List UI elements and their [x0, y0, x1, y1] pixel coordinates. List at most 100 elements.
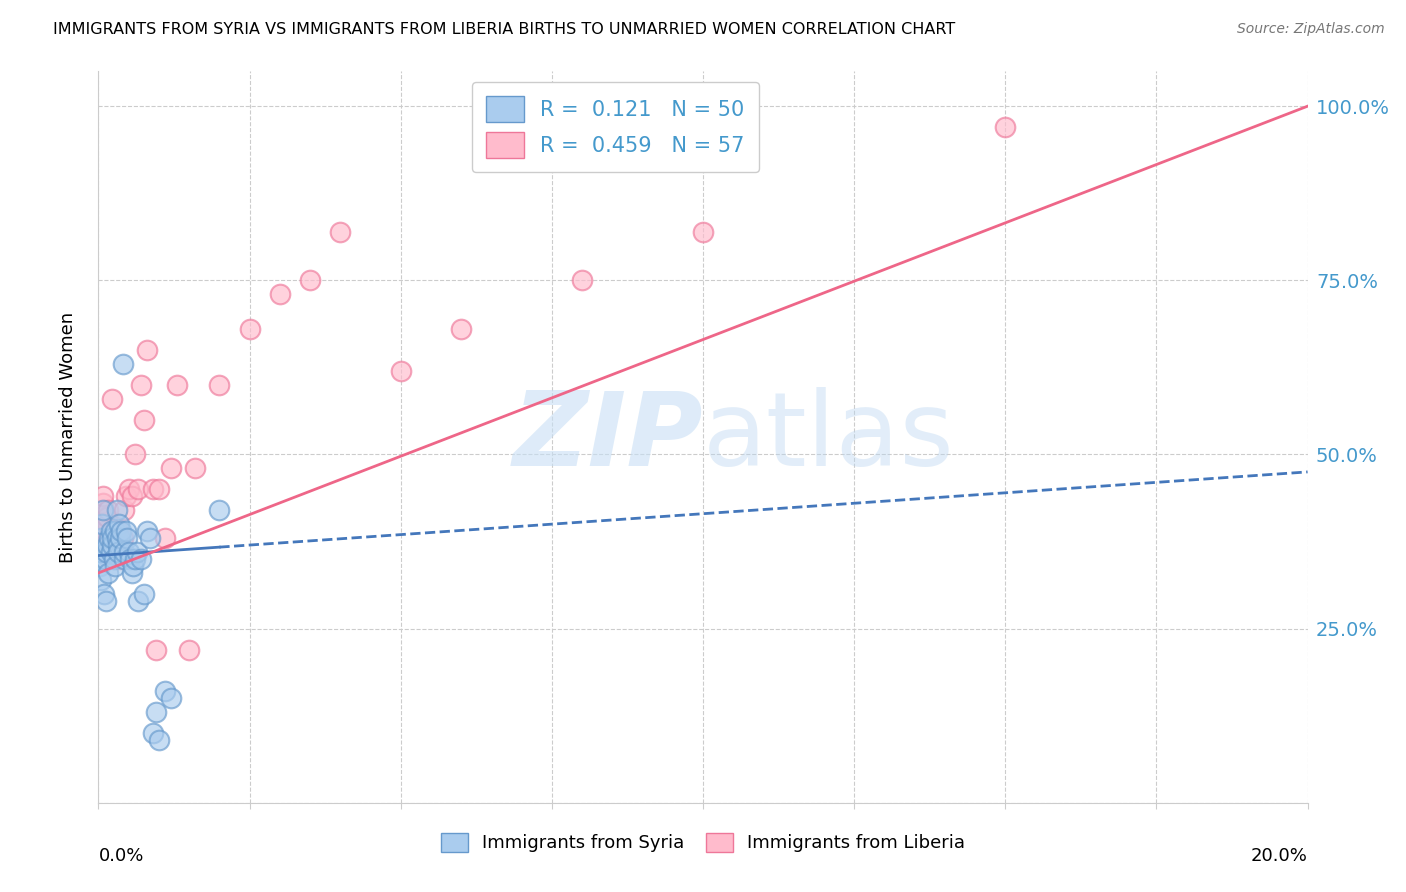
Point	[93, 545, 115, 559]
Point	[112, 503, 135, 517]
Point	[114, 489, 136, 503]
Point	[105, 503, 128, 517]
Point	[104, 531, 127, 545]
Point	[97, 566, 120, 580]
Point	[89, 558, 111, 573]
Point	[450, 322, 472, 336]
Point	[114, 524, 136, 538]
Point	[692, 225, 714, 239]
Point	[132, 412, 155, 426]
Point	[90, 517, 112, 532]
Point	[103, 552, 125, 566]
Point	[121, 489, 143, 503]
Point	[111, 531, 134, 545]
Point	[112, 545, 135, 559]
Point	[87, 538, 110, 552]
Point	[269, 287, 291, 301]
Point	[108, 531, 131, 545]
Point	[91, 503, 114, 517]
Point	[160, 691, 183, 706]
Point	[94, 545, 117, 559]
Point	[105, 531, 128, 545]
Point	[94, 531, 117, 545]
Point	[110, 524, 132, 538]
Point	[96, 517, 118, 532]
Point	[96, 510, 118, 524]
Point	[994, 120, 1017, 134]
Point	[139, 531, 162, 545]
Point	[100, 531, 122, 545]
Point	[112, 552, 135, 566]
Text: 20.0%: 20.0%	[1251, 847, 1308, 864]
Point	[104, 558, 127, 573]
Point	[329, 225, 352, 239]
Point	[148, 733, 170, 747]
Point	[148, 483, 170, 497]
Point	[101, 531, 124, 545]
Point	[107, 524, 129, 538]
Point	[142, 726, 165, 740]
Point	[100, 545, 122, 559]
Point	[153, 531, 176, 545]
Text: Source: ZipAtlas.com: Source: ZipAtlas.com	[1237, 22, 1385, 37]
Point	[90, 531, 112, 545]
Point	[89, 524, 111, 538]
Point	[389, 364, 412, 378]
Point	[91, 496, 114, 510]
Point	[97, 503, 120, 517]
Point	[135, 524, 157, 538]
Point	[94, 552, 117, 566]
Point	[118, 545, 141, 559]
Point	[129, 377, 152, 392]
Point	[118, 483, 141, 497]
Point	[239, 322, 262, 336]
Point	[110, 545, 132, 559]
Point	[96, 524, 118, 538]
Point	[105, 545, 128, 559]
Point	[142, 483, 165, 497]
Point	[90, 510, 112, 524]
Point	[90, 573, 112, 587]
Point	[122, 558, 145, 573]
Point	[96, 594, 118, 608]
Point	[145, 705, 167, 719]
Y-axis label: Births to Unmarried Women: Births to Unmarried Women	[59, 311, 77, 563]
Point	[98, 531, 121, 545]
Point	[91, 503, 114, 517]
Legend: Immigrants from Syria, Immigrants from Liberia: Immigrants from Syria, Immigrants from L…	[433, 826, 973, 860]
Point	[208, 377, 231, 392]
Point	[107, 545, 129, 559]
Point	[100, 538, 122, 552]
Point	[107, 538, 129, 552]
Point	[104, 524, 127, 538]
Point	[160, 461, 183, 475]
Point	[108, 517, 131, 532]
Point	[101, 392, 124, 406]
Point	[127, 483, 149, 497]
Point	[115, 531, 138, 545]
Point	[98, 552, 121, 566]
Point	[103, 545, 125, 559]
Point	[94, 538, 117, 552]
Point	[124, 552, 146, 566]
Point	[108, 552, 131, 566]
Point	[129, 552, 152, 566]
Point	[107, 538, 129, 552]
Point	[100, 538, 122, 552]
Point	[104, 538, 127, 552]
Point	[98, 545, 121, 559]
Point	[121, 566, 143, 580]
Point	[132, 587, 155, 601]
Point	[166, 377, 188, 392]
Point	[124, 448, 146, 462]
Text: 0.0%: 0.0%	[98, 847, 143, 864]
Text: atlas: atlas	[703, 386, 955, 488]
Point	[299, 273, 322, 287]
Point	[87, 552, 110, 566]
Point	[118, 552, 141, 566]
Point	[127, 594, 149, 608]
Text: IMMIGRANTS FROM SYRIA VS IMMIGRANTS FROM LIBERIA BIRTHS TO UNMARRIED WOMEN CORRE: IMMIGRANTS FROM SYRIA VS IMMIGRANTS FROM…	[53, 22, 956, 37]
Point	[179, 642, 201, 657]
Point	[96, 538, 118, 552]
Point	[145, 642, 167, 657]
